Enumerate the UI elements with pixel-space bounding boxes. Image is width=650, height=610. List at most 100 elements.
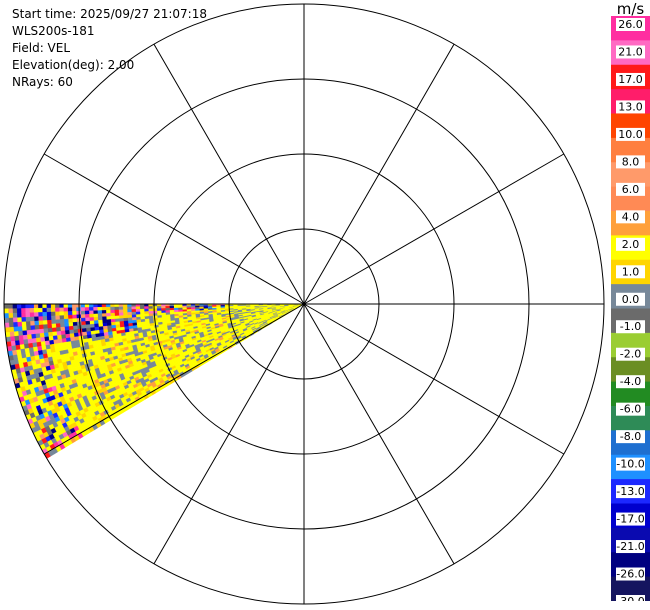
velocity-gate xyxy=(47,327,53,333)
velocity-gate xyxy=(31,338,37,344)
velocity-gate xyxy=(67,303,73,308)
velocity-gate xyxy=(46,315,52,321)
velocity-gate xyxy=(21,317,26,323)
velocity-gate xyxy=(14,335,20,342)
velocity-gate xyxy=(122,312,128,316)
velocity-gate xyxy=(47,331,53,337)
velocity-gate xyxy=(20,303,26,309)
velocity-gate xyxy=(17,326,23,332)
velocity-gate xyxy=(126,309,132,313)
velocity-gate xyxy=(76,321,82,326)
velocity-gate xyxy=(29,308,35,313)
velocity-gate xyxy=(25,321,31,327)
velocity-gate xyxy=(9,336,16,342)
velocity-gate xyxy=(52,331,58,337)
velocity-gate xyxy=(101,310,107,314)
colorbar-tick-bg xyxy=(616,375,645,389)
velocity-gate xyxy=(22,334,28,341)
velocity-gate xyxy=(8,317,14,324)
velocity-gate xyxy=(37,303,43,309)
velocity-gate xyxy=(135,309,141,313)
velocity-gate xyxy=(25,325,31,331)
velocity-gate xyxy=(89,317,94,322)
velocity-gate xyxy=(12,312,18,319)
velocity-gate xyxy=(46,319,52,325)
velocity-gate xyxy=(72,321,78,327)
colorbar-tick-bg xyxy=(616,595,645,601)
velocity-gate xyxy=(13,331,19,337)
velocity-gate xyxy=(29,303,34,309)
velocity-gate xyxy=(88,307,94,312)
velocity-gate xyxy=(114,306,119,311)
colorbar-tick-bg xyxy=(616,402,645,416)
velocity-gate xyxy=(97,313,103,318)
colorbar-tick-label: -13.0 xyxy=(616,485,644,498)
velocity-gate xyxy=(71,311,77,316)
velocity-gate xyxy=(16,303,22,309)
velocity-gate xyxy=(97,310,103,315)
velocity-gate xyxy=(35,333,41,339)
velocity-gate xyxy=(34,329,40,335)
velocity-gate xyxy=(67,318,73,324)
colorbar-tick-label: 10.0 xyxy=(618,128,643,141)
velocity-gate xyxy=(21,321,27,327)
velocity-gate xyxy=(80,317,86,322)
field-label: Field: VEL xyxy=(12,41,71,55)
velocity-gate xyxy=(101,313,107,318)
colorbar-tick-label: -1.0 xyxy=(620,320,641,333)
colorbar-tick-label: 8.0 xyxy=(622,155,640,168)
velocity-gate xyxy=(54,311,60,317)
azimuth-spoke xyxy=(303,153,565,305)
velocity-gate xyxy=(29,320,35,327)
velocity-gate xyxy=(54,303,60,309)
velocity-gate xyxy=(3,308,9,314)
velocity-gate xyxy=(76,318,82,323)
velocity-gate xyxy=(76,310,81,316)
velocity-gate xyxy=(16,308,22,314)
velocity-gate xyxy=(37,307,43,313)
azimuth-spoke xyxy=(303,43,455,305)
velocity-gate xyxy=(105,313,111,317)
colorbar-tick-bg xyxy=(616,485,645,499)
colorbar-tick-bg xyxy=(616,72,645,86)
velocity-gate xyxy=(59,315,65,320)
nrays-label: NRays: 60 xyxy=(12,75,73,89)
velocity-gate xyxy=(26,329,32,336)
velocity-gate xyxy=(33,308,39,313)
velocity-gate xyxy=(54,315,60,321)
velocity-gate xyxy=(30,325,36,331)
velocity-gate xyxy=(59,319,65,324)
colorbar-tick-bg xyxy=(616,265,645,279)
colorbar-tick-label: -4.0 xyxy=(620,375,641,388)
velocity-gate xyxy=(64,326,70,331)
colorbar-tick-bg xyxy=(616,18,645,31)
velocity-gate xyxy=(93,313,98,318)
velocity-gate xyxy=(42,320,48,326)
velocity-gate xyxy=(93,316,99,321)
velocity-gate xyxy=(18,335,24,341)
velocity-gate xyxy=(3,303,9,309)
colorbar-tick-bg xyxy=(616,512,645,526)
velocity-gate xyxy=(58,303,64,309)
velocity-gate xyxy=(38,324,44,330)
velocity-gate xyxy=(37,312,43,317)
azimuth-spoke xyxy=(153,303,305,565)
colorbar-tick-label: -8.0 xyxy=(620,430,641,443)
velocity-gate xyxy=(51,323,57,329)
elevation-label: Elevation(deg): 2.00 xyxy=(12,58,135,72)
velocity-gate xyxy=(29,316,35,322)
velocity-gate xyxy=(38,316,43,322)
velocity-gate xyxy=(63,303,68,309)
velocity-gate xyxy=(63,322,69,328)
velocity-gate xyxy=(18,339,25,346)
velocity-gate xyxy=(47,323,53,329)
velocity-gate xyxy=(68,322,74,327)
velocity-gate xyxy=(92,307,98,311)
colorbar-tick-bg xyxy=(616,127,645,141)
velocity-gate xyxy=(35,337,41,343)
velocity-gate xyxy=(101,316,107,321)
velocity-gate xyxy=(12,308,18,314)
velocity-gate xyxy=(97,307,102,311)
velocity-gate xyxy=(63,315,69,320)
velocity-gate xyxy=(89,320,95,325)
